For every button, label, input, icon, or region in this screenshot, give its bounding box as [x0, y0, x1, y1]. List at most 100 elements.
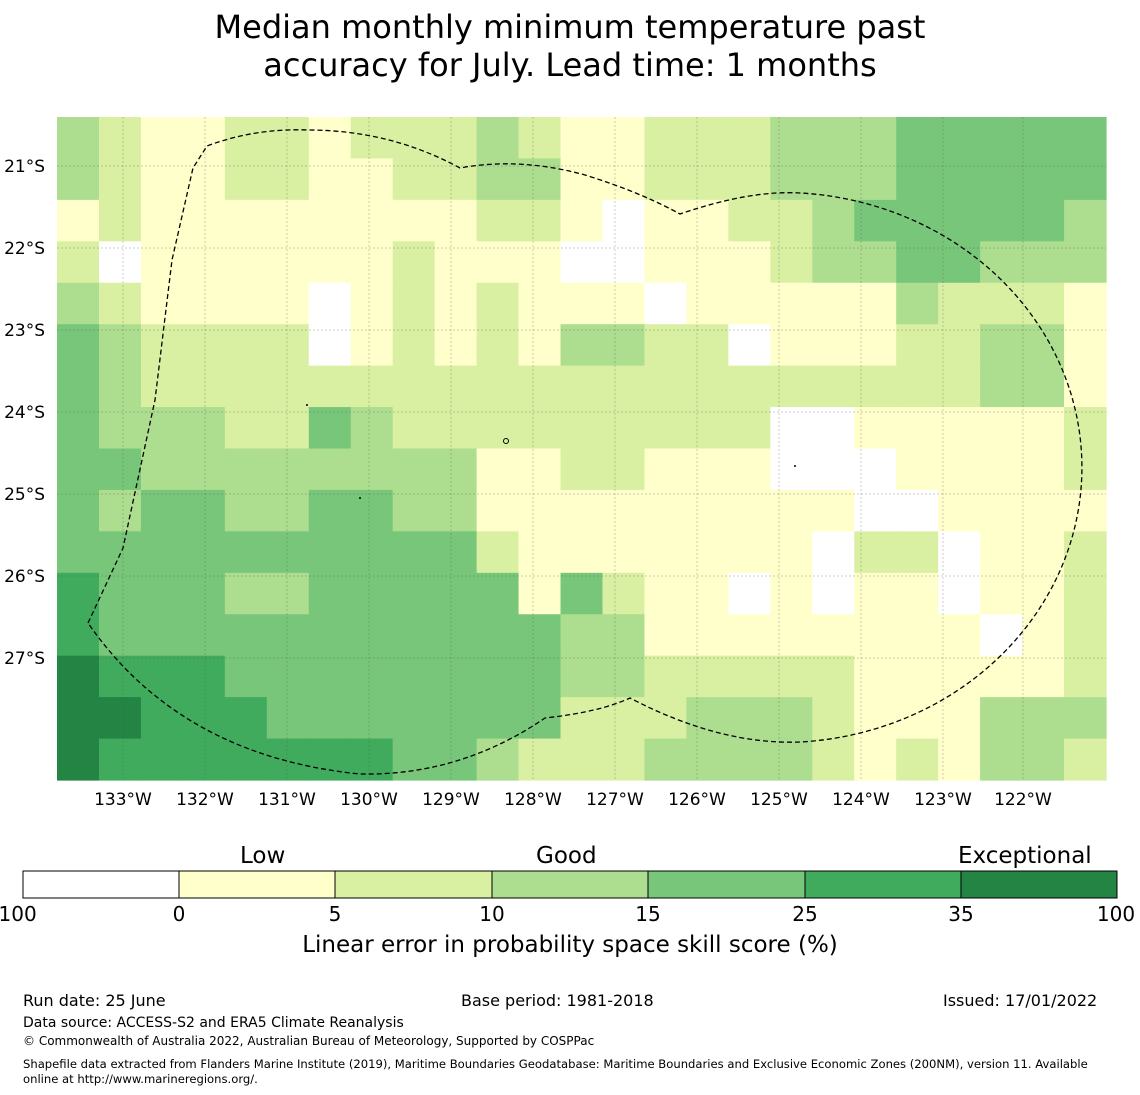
grid-cell [182, 738, 226, 781]
shapefile-credit-line-2: online at http://www.marineregions.org/. [23, 1072, 258, 1086]
grid-cell [350, 199, 394, 242]
longitude-label: 124°W [832, 790, 890, 810]
latitude-label: 22°S [4, 239, 45, 259]
grid-cell [1064, 572, 1107, 615]
grid-cell [560, 655, 604, 698]
grid-cell [57, 241, 100, 284]
data-source: Data source: ACCESS-S2 and ERA5 Climate … [23, 1015, 404, 1031]
grid-cell [476, 199, 520, 242]
grid-cell [98, 531, 142, 574]
grid-cell [308, 531, 352, 574]
grid-cell [770, 407, 813, 450]
grid-cell [686, 117, 729, 160]
grid-cell [1022, 614, 1065, 657]
grid-cell [57, 697, 100, 740]
grid-cell [266, 531, 310, 574]
grid-cell [980, 199, 1023, 242]
grid-cell [182, 655, 226, 698]
grid-cell [812, 531, 855, 574]
grid-cell [980, 282, 1023, 325]
grid-cell [1064, 324, 1107, 367]
grid-cell [644, 489, 687, 532]
grid-cell [476, 614, 520, 657]
grid-cell [644, 241, 687, 284]
grid-cell [140, 697, 184, 740]
longitude-label: 127°W [586, 790, 644, 810]
grid-cell [266, 614, 310, 657]
grid-cell [728, 117, 771, 160]
grid-cell [1022, 199, 1065, 242]
grid-cell [854, 531, 897, 574]
grid-cell [728, 655, 771, 698]
grid-cell [938, 324, 981, 367]
grid-cell [728, 199, 771, 242]
title-line-1: Median monthly minimum temperature past [214, 8, 926, 46]
grid-cell [728, 365, 771, 408]
grid-cell [812, 697, 855, 740]
grid-cell [350, 407, 394, 450]
grid-cell [644, 407, 687, 450]
grid-cell [1064, 199, 1107, 242]
grid-cell [57, 199, 100, 242]
grid-cell [602, 448, 646, 491]
grid-cell [224, 572, 268, 615]
grid-cell [350, 117, 394, 160]
grid-cell [896, 697, 939, 740]
grid-cell [140, 282, 184, 325]
grid-cell [560, 614, 604, 657]
grid-cell [686, 324, 729, 367]
grid-cell [392, 199, 436, 242]
grid-cell [896, 365, 939, 408]
grid-cell [854, 655, 897, 698]
grid-cell [140, 117, 184, 160]
grid-cell [434, 324, 478, 367]
grid-cell [182, 365, 226, 408]
grid-cell [350, 655, 394, 698]
grid-cell [518, 572, 562, 615]
grid-cell [182, 241, 226, 284]
grid-cell [140, 531, 184, 574]
colorbar [22, 870, 1118, 899]
shapefile-credit-line-1: Shapefile data extracted from Flanders M… [23, 1057, 1088, 1071]
grid-cell [1064, 531, 1107, 574]
colorbar-label: Linear error in probability space skill … [302, 932, 838, 958]
grid-cell [896, 324, 939, 367]
grid-cell [938, 655, 981, 698]
grid-cell [182, 158, 226, 201]
grid-cell [308, 241, 352, 284]
grid-cell [476, 448, 520, 491]
grid-cell [392, 531, 436, 574]
grid-cell [644, 531, 687, 574]
grid-cell [98, 117, 142, 160]
grid-cell [476, 489, 520, 532]
colorbar-segment [491, 870, 649, 899]
grid-cell [308, 614, 352, 657]
grid-cell [182, 282, 226, 325]
grid-cell [1064, 655, 1107, 698]
grid-cell [1022, 117, 1065, 160]
grid-cell [350, 365, 394, 408]
grid-cell [728, 614, 771, 657]
grid-cell [98, 158, 142, 201]
grid-cell [728, 407, 771, 450]
grid-cell [560, 697, 604, 740]
grid-cell [98, 199, 142, 242]
grid-cell [812, 158, 855, 201]
grid-cell [896, 241, 939, 284]
grid-cell [896, 282, 939, 325]
grid-cell [812, 489, 855, 532]
grid-cell [896, 407, 939, 450]
grid-cell [182, 117, 226, 160]
grid-cell [140, 158, 184, 201]
grid-cell [98, 365, 142, 408]
grid-cell [98, 407, 142, 450]
grid-cell [350, 448, 394, 491]
grid-cell [686, 282, 729, 325]
grid-cell [560, 489, 604, 532]
grid-cell [602, 407, 646, 450]
grid-cell [896, 158, 939, 201]
grid-cell [602, 117, 646, 160]
grid-cell [266, 158, 310, 201]
grid-cell [854, 489, 897, 532]
